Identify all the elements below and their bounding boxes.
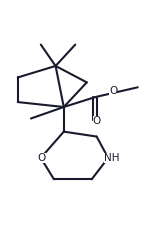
Text: O: O [109,87,117,96]
Text: NH: NH [104,153,119,163]
Text: O: O [93,116,101,126]
Text: O: O [38,153,46,163]
